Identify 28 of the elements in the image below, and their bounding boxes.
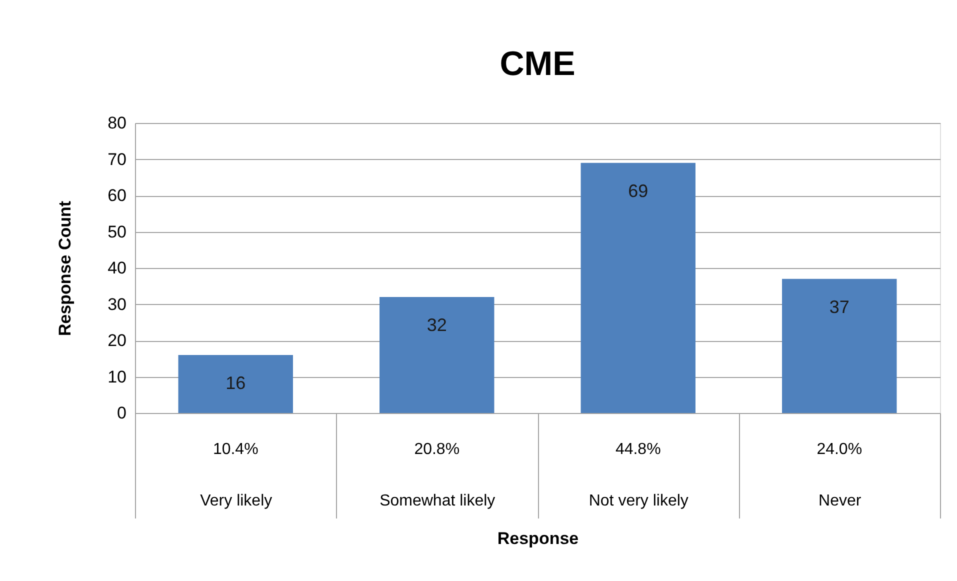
text: 44.8%	[615, 441, 661, 458]
y-axis-title: Response Count	[56, 200, 75, 336]
x-tick-label: Never	[818, 492, 862, 510]
bar	[580, 162, 696, 413]
x-tick-label: Somewhat likely	[380, 492, 496, 510]
y-tick-label: 70	[108, 150, 126, 169]
chart-title: CME	[500, 45, 576, 83]
text: 10.4%	[212, 441, 258, 458]
text: 20.8%	[414, 441, 460, 458]
data-label: 32	[426, 315, 447, 335]
data-label: 69	[628, 180, 648, 201]
y-tick-label: 30	[108, 294, 126, 314]
data-label: 16	[226, 373, 246, 393]
y-tick-label: 40	[108, 258, 126, 278]
x-tick-label: Not very likely	[588, 492, 688, 510]
bar	[782, 278, 897, 413]
y-tick-label: 0	[117, 404, 126, 422]
x-tick-label: Very likely	[200, 492, 272, 510]
bar	[178, 355, 293, 413]
y-tick-label: 50	[108, 222, 126, 242]
y-tick-label: 10	[108, 367, 126, 386]
text: 24.0%	[816, 441, 862, 458]
y-tick-label: 80	[108, 114, 126, 132]
y-tick-label: 60	[108, 186, 126, 205]
data-label: 37	[829, 296, 850, 317]
x-axis-title: Response	[497, 529, 579, 548]
y-tick-label: 20	[108, 331, 126, 350]
bar	[380, 297, 494, 413]
